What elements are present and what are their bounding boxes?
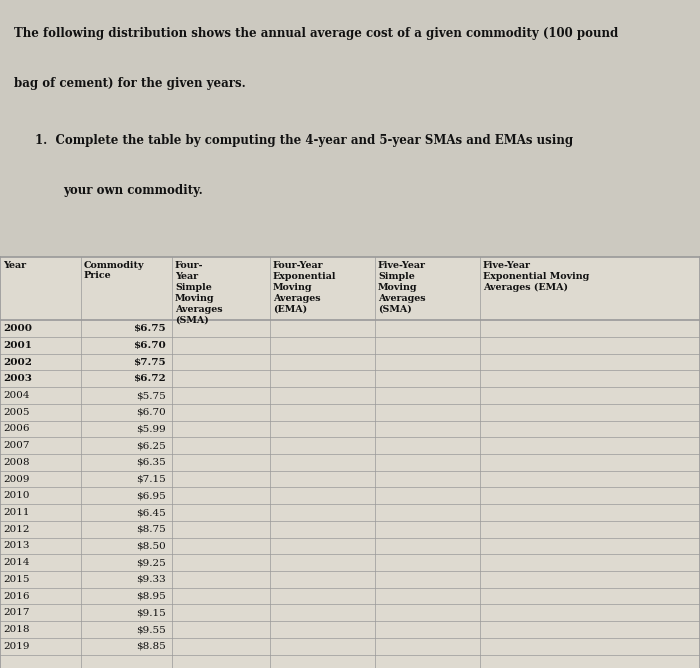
Text: $8.85: $8.85 — [136, 642, 166, 651]
Text: $7.15: $7.15 — [136, 475, 166, 484]
Text: 2011: 2011 — [4, 508, 30, 517]
Text: $8.75: $8.75 — [136, 525, 166, 534]
Text: Commodity
Price: Commodity Price — [84, 261, 144, 280]
Text: $6.72: $6.72 — [133, 374, 166, 383]
Text: 2015: 2015 — [4, 575, 30, 584]
Text: 2019: 2019 — [4, 642, 30, 651]
Text: 2002: 2002 — [4, 357, 32, 367]
Text: 2007: 2007 — [4, 441, 30, 450]
Text: 2012: 2012 — [4, 525, 30, 534]
Text: Five-Year
Simple
Moving
Averages
(SMA): Five-Year Simple Moving Averages (SMA) — [378, 261, 426, 314]
Text: 2016: 2016 — [4, 592, 30, 601]
Text: 2004: 2004 — [4, 391, 30, 400]
Text: $8.95: $8.95 — [136, 592, 166, 601]
Text: $5.75: $5.75 — [136, 391, 166, 400]
Text: $6.35: $6.35 — [136, 458, 166, 467]
Text: 2014: 2014 — [4, 558, 30, 567]
Text: 2008: 2008 — [4, 458, 30, 467]
Text: bag of cement) for the given years.: bag of cement) for the given years. — [14, 77, 246, 90]
Text: $6.25: $6.25 — [136, 441, 166, 450]
Text: 2003: 2003 — [4, 374, 32, 383]
Bar — [0, 257, 700, 668]
Text: 2017: 2017 — [4, 609, 30, 617]
Text: Five-Year
Exponential Moving
Averages (EMA): Five-Year Exponential Moving Averages (E… — [483, 261, 589, 292]
Text: 2013: 2013 — [4, 542, 30, 550]
Text: Four-Year
Exponential
Moving
Averages
(EMA): Four-Year Exponential Moving Averages (E… — [273, 261, 337, 314]
Text: $6.75: $6.75 — [133, 324, 166, 333]
Text: 2018: 2018 — [4, 625, 30, 634]
Text: $9.55: $9.55 — [136, 625, 166, 634]
Text: 1.  Complete the table by computing the 4-year and 5-year SMAs and EMAs using: 1. Complete the table by computing the 4… — [35, 134, 573, 146]
Text: $6.70: $6.70 — [133, 341, 166, 350]
Text: $9.25: $9.25 — [136, 558, 166, 567]
Text: 2005: 2005 — [4, 407, 30, 417]
Text: The following distribution shows the annual average cost of a given commodity (1: The following distribution shows the ann… — [14, 27, 618, 39]
Text: $9.33: $9.33 — [136, 575, 166, 584]
Text: $5.99: $5.99 — [136, 424, 166, 434]
Text: $6.45: $6.45 — [136, 508, 166, 517]
Text: Year: Year — [4, 261, 27, 269]
Text: your own commodity.: your own commodity. — [63, 184, 203, 196]
Text: 2006: 2006 — [4, 424, 30, 434]
Text: $6.70: $6.70 — [136, 407, 166, 417]
Text: Four-
Year
Simple
Moving
Averages
(SMA): Four- Year Simple Moving Averages (SMA) — [175, 261, 223, 325]
Text: $7.75: $7.75 — [133, 357, 166, 367]
Text: 2000: 2000 — [4, 324, 32, 333]
Text: 2010: 2010 — [4, 492, 30, 500]
Text: 2009: 2009 — [4, 475, 30, 484]
Text: $9.15: $9.15 — [136, 609, 166, 617]
Text: 2001: 2001 — [4, 341, 32, 350]
Text: $6.95: $6.95 — [136, 492, 166, 500]
Text: $8.50: $8.50 — [136, 542, 166, 550]
